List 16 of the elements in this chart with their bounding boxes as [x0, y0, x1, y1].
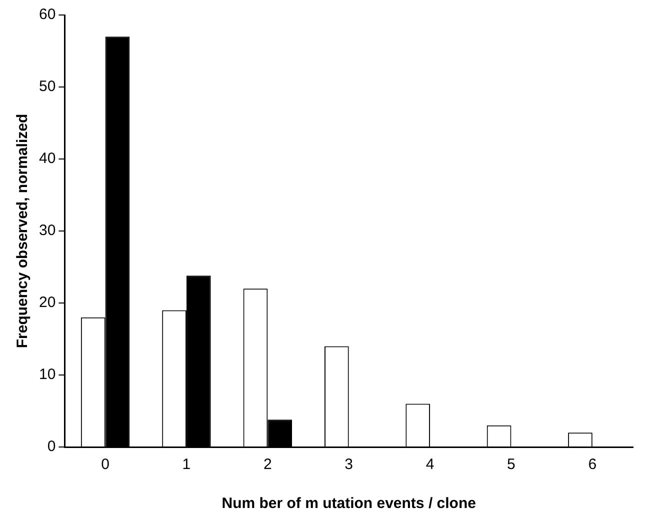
y-tick-label: 40	[38, 150, 56, 168]
y-tick-label: 30	[38, 222, 56, 240]
x-tick-label: 3	[344, 456, 354, 474]
y-axis-title: Frequency observed, normalized	[14, 114, 32, 348]
x-axis-title: Num ber of m utation events / clone	[222, 495, 476, 512]
x-tick-label: 5	[507, 456, 516, 474]
x-tick-label: 1	[182, 456, 191, 474]
y-tick-label: 10	[38, 366, 56, 384]
x-tick-label: 4	[426, 456, 434, 474]
x-tick-label: 2	[263, 456, 272, 474]
y-tick-label: 60	[38, 6, 56, 24]
y-tick-label: 0	[47, 438, 56, 456]
x-tick-label: 0	[101, 456, 110, 474]
x-tick-label: 6	[588, 456, 597, 474]
y-tick-label: 50	[38, 78, 56, 96]
y-tick-label: 20	[38, 294, 56, 312]
